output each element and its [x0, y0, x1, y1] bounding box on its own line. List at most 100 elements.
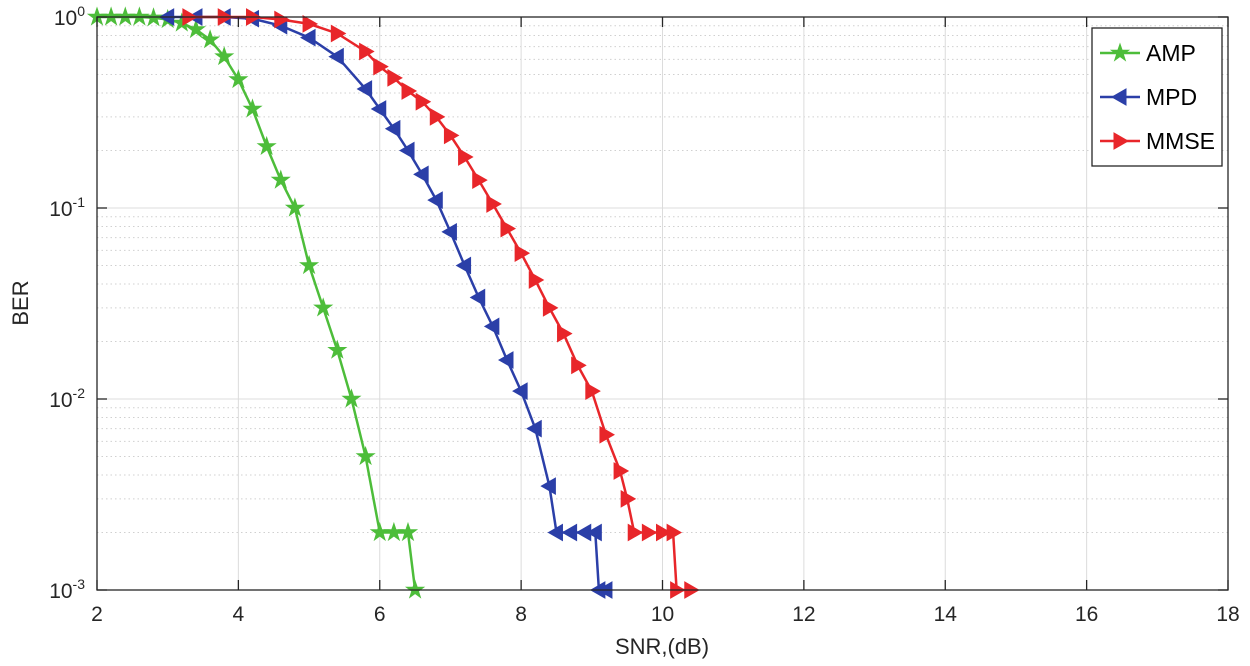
triangle-left-marker: [469, 288, 486, 307]
y-axis-label: BER: [8, 280, 33, 325]
triangle-right-marker: [620, 490, 637, 508]
triangle-right-marker: [429, 108, 446, 126]
star-marker: [313, 297, 334, 317]
triangle-right-marker: [571, 356, 587, 375]
star-marker: [1109, 42, 1131, 62]
triangle-left-marker: [1110, 88, 1127, 106]
x-tick-label: 12: [792, 603, 815, 626]
series-amp: [86, 6, 426, 599]
legend-item-mmse: MMSE: [1100, 128, 1215, 154]
star-marker: [327, 339, 348, 359]
series-mmse: [182, 8, 700, 599]
triangle-right-marker: [486, 195, 502, 213]
x-axis-label: SNR,(dB): [615, 634, 709, 659]
triangle-left-marker: [413, 165, 429, 184]
y-tick-base: 10: [49, 389, 72, 412]
triangle-left-marker: [497, 351, 514, 369]
triangle-left-marker: [370, 100, 387, 118]
y-tick-exponent: -3: [73, 576, 86, 592]
star-marker: [284, 197, 305, 217]
triangle-left-marker: [300, 28, 316, 47]
triangle-right-marker: [274, 10, 290, 29]
y-tick-exponent: 0: [77, 3, 85, 19]
star-marker: [185, 18, 206, 39]
triangle-right-marker: [514, 244, 531, 263]
triangle-right-marker: [401, 82, 418, 100]
x-tick-label: 14: [934, 603, 958, 626]
star-marker: [214, 46, 235, 66]
triangle-left-marker: [328, 47, 344, 66]
triangle-right-marker: [373, 57, 389, 76]
triangle-right-marker: [500, 219, 516, 238]
series-mpd: [158, 8, 613, 599]
x-tick-label: 16: [1075, 603, 1098, 626]
triangle-left-marker: [427, 191, 443, 209]
y-tick-base: 10: [49, 198, 72, 221]
triangle-right-marker: [415, 92, 432, 111]
legend-label: AMP: [1146, 40, 1196, 66]
triangle-right-marker: [627, 523, 644, 542]
x-tick-label: 18: [1216, 603, 1239, 626]
triangle-left-marker: [586, 523, 602, 542]
star-marker: [129, 6, 150, 26]
star-marker: [355, 445, 376, 466]
y-tick-base: 10: [49, 580, 72, 603]
triangle-right-marker: [528, 271, 545, 289]
triangle-right-marker: [359, 42, 375, 61]
triangle-left-marker: [540, 477, 556, 495]
legend: AMP MPD MMSE: [1091, 27, 1223, 167]
star-marker: [404, 579, 426, 599]
legend-item-amp: AMP: [1100, 40, 1196, 66]
triangle-right-marker: [443, 126, 460, 145]
y-tick-label: 10-3: [49, 576, 85, 603]
x-tick-label: 10: [651, 603, 674, 626]
x-tick-label: 4: [233, 603, 245, 626]
x-tick-label: 6: [374, 603, 386, 626]
triangle-right-marker: [302, 15, 319, 33]
triangle-right-marker: [613, 462, 630, 480]
triangle-right-marker: [557, 324, 573, 343]
triangle-left-marker: [384, 119, 401, 138]
y-tick-label: 10-2: [49, 385, 85, 412]
star-marker: [256, 135, 277, 155]
triangle-right-marker: [666, 523, 683, 542]
triangle-left-marker: [441, 223, 457, 241]
y-tick-exponent: -1: [73, 194, 86, 210]
triangle-left-marker: [399, 141, 415, 160]
x-tick-label: 2: [91, 603, 103, 626]
triangle-left-marker: [455, 256, 472, 275]
star-marker: [397, 521, 419, 542]
legend-label: MMSE: [1146, 128, 1215, 154]
y-tick-label: 10-1: [49, 194, 85, 221]
star-marker: [341, 388, 362, 408]
series-layer: [86, 6, 700, 599]
triangle-right-marker: [458, 148, 474, 166]
star-marker: [199, 29, 221, 49]
triangle-right-marker: [542, 299, 559, 317]
triangle-right-marker: [1113, 132, 1130, 150]
triangle-right-marker: [472, 171, 488, 189]
y-tick-exponent: -2: [73, 385, 86, 401]
triangle-right-marker: [330, 24, 347, 43]
legend-label: MPD: [1146, 84, 1197, 110]
x-tick-label: 8: [515, 603, 527, 626]
triangle-left-marker: [356, 80, 373, 98]
triangle-right-marker: [599, 425, 615, 444]
star-marker: [298, 254, 320, 275]
triangle-left-marker: [512, 382, 528, 400]
star-marker: [242, 98, 263, 118]
triangle-right-marker: [641, 523, 658, 542]
y-tick-label: 100: [54, 3, 85, 30]
triangle-right-marker: [585, 382, 601, 400]
legend-item-mpd: MPD: [1100, 84, 1197, 110]
triangle-left-marker: [526, 419, 542, 438]
y-tick-base: 10: [54, 7, 77, 30]
star-marker: [228, 69, 249, 89]
star-marker: [270, 169, 291, 189]
triangle-right-marker: [387, 69, 403, 87]
triangle-left-marker: [483, 317, 500, 336]
grid: [96, 16, 1229, 591]
triangle-right-marker: [656, 523, 672, 542]
